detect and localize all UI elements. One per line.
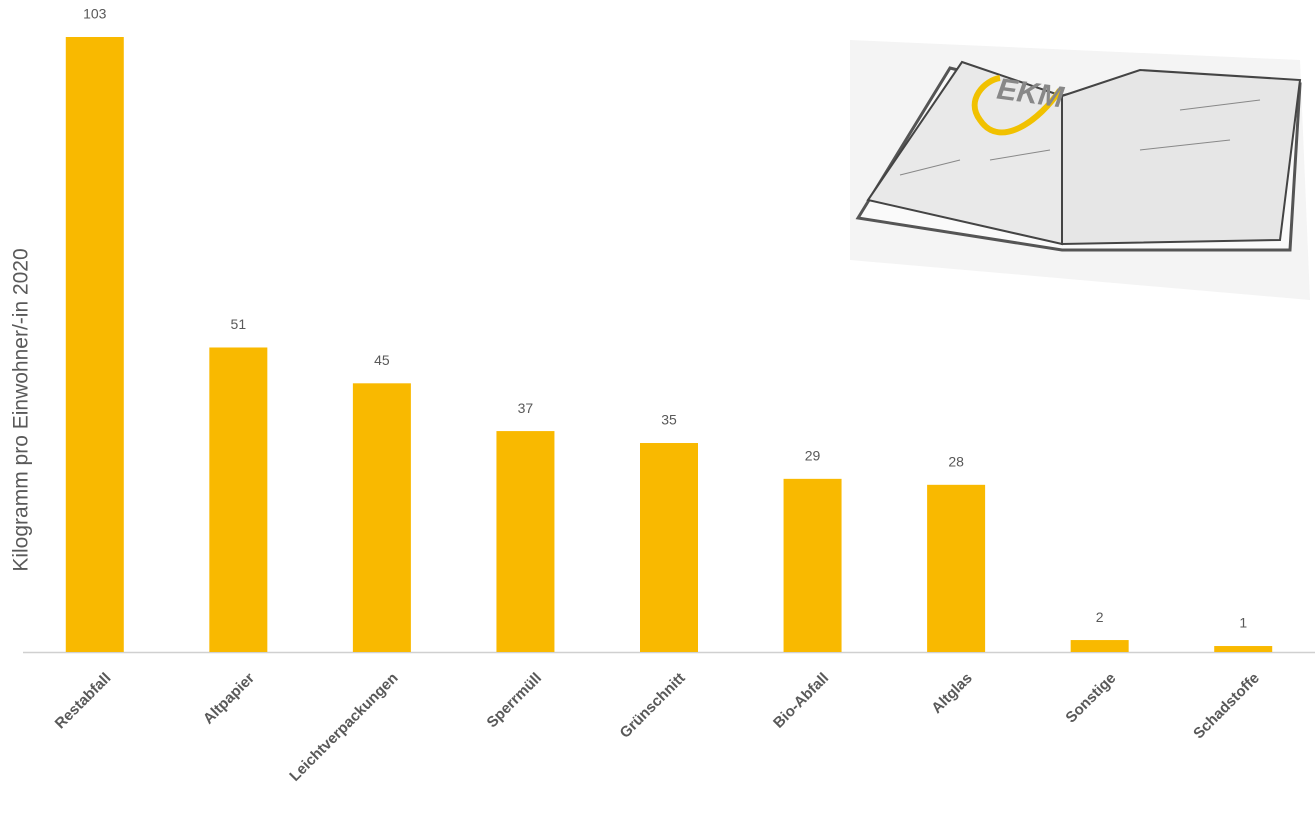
value-label: 29: [805, 448, 821, 464]
x-tick-label: Sonstige: [1062, 670, 1119, 727]
bar: [784, 479, 842, 652]
bar: [1214, 646, 1272, 652]
book-illustration: EKM: [850, 40, 1310, 300]
bar: [353, 383, 411, 652]
x-tick-label: Sperrmüll: [484, 670, 546, 732]
value-label: 103: [83, 6, 107, 22]
value-label: 51: [231, 316, 247, 332]
y-axis-label: Kilogramm pro Einwohner/-in 2020: [10, 248, 33, 571]
value-label: 35: [661, 412, 677, 428]
bar: [66, 37, 124, 652]
x-tick-label: Altpapier: [200, 670, 258, 728]
chart: EKM Kilogramm pro Einwohner/-in 2020 103…: [0, 0, 1315, 821]
bar: [927, 485, 985, 652]
x-tick-label: Bio-Abfall: [770, 670, 832, 732]
x-tick-label: Altglas: [928, 670, 975, 717]
value-label: 1: [1239, 615, 1247, 631]
book-right-page: [1062, 70, 1300, 244]
value-label: 28: [948, 454, 964, 470]
bar: [1071, 640, 1129, 652]
value-label: 45: [374, 352, 390, 368]
x-tick-label: Schadstoffe: [1190, 670, 1263, 743]
bar: [640, 443, 698, 652]
value-label: 37: [518, 400, 534, 416]
bar: [209, 347, 267, 652]
x-tick-label: Leichtverpackungen: [286, 670, 401, 785]
page: EKM Kilogramm pro Einwohner/-in 2020 103…: [0, 0, 1315, 821]
x-tick-label: Restabfall: [52, 670, 115, 733]
bar: [496, 431, 554, 652]
value-label: 2: [1096, 609, 1104, 625]
x-tick-label: Grünschnitt: [617, 670, 689, 742]
